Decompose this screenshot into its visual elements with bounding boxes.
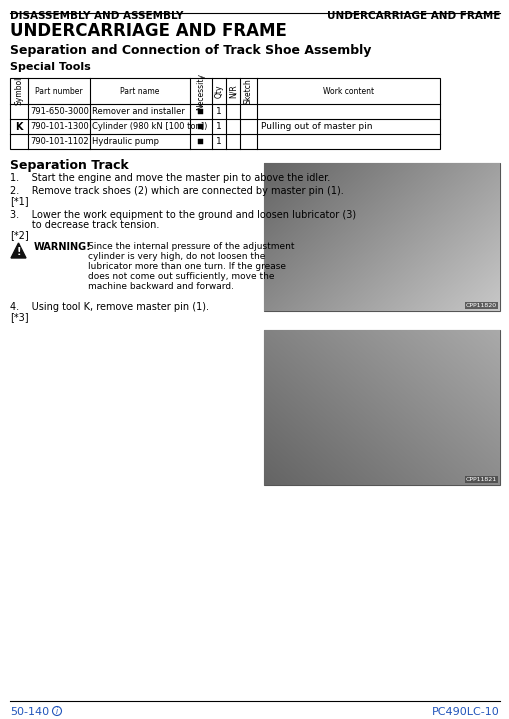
Text: Separation Track: Separation Track	[10, 159, 128, 172]
Text: 790-101-1300: 790-101-1300	[30, 122, 89, 131]
Text: [*3]: [*3]	[10, 312, 29, 322]
Text: K: K	[15, 122, 23, 132]
Text: 4.    Using tool K, remove master pin (1).: 4. Using tool K, remove master pin (1).	[10, 302, 209, 312]
Text: UNDERCARRIAGE AND FRAME: UNDERCARRIAGE AND FRAME	[326, 11, 499, 21]
Text: 50-140: 50-140	[10, 707, 49, 717]
Text: Separation and Connection of Track Shoe Assembly: Separation and Connection of Track Shoe …	[10, 44, 371, 57]
Text: machine backward and forward.: machine backward and forward.	[88, 282, 234, 291]
Text: WARNING!: WARNING!	[34, 242, 92, 252]
Bar	[198, 139, 203, 144]
Text: CPP11820: CPP11820	[465, 303, 496, 308]
Text: 1: 1	[216, 107, 221, 116]
Text: 790-101-1102: 790-101-1102	[30, 137, 89, 146]
Text: Part number: Part number	[35, 86, 82, 96]
Text: Part name: Part name	[120, 86, 159, 96]
Text: N/R: N/R	[228, 84, 237, 98]
Text: 2.    Remove track shoes (2) which are connected by master pin (1).: 2. Remove track shoes (2) which are conn…	[10, 186, 343, 196]
Text: 791-650-3000: 791-650-3000	[30, 107, 89, 116]
Bar	[264, 163, 499, 311]
Bar	[198, 109, 203, 114]
Bar	[198, 124, 203, 129]
Polygon shape	[11, 243, 26, 258]
Text: DISASSEMBLY AND ASSEMBLY: DISASSEMBLY AND ASSEMBLY	[10, 11, 183, 21]
Text: Sketch: Sketch	[243, 78, 252, 104]
Bar	[10, 78, 439, 149]
Bar	[264, 330, 499, 485]
Text: 1.    Start the engine and move the master pin to above the idler.: 1. Start the engine and move the master …	[10, 173, 330, 183]
Text: lubricator more than one turn. If the grease: lubricator more than one turn. If the gr…	[88, 262, 286, 271]
Text: !: !	[16, 247, 21, 257]
Text: i: i	[56, 707, 58, 715]
Text: Hydraulic pump: Hydraulic pump	[92, 137, 159, 146]
Text: Necessity: Necessity	[196, 73, 205, 109]
Text: UNDERCARRIAGE AND FRAME: UNDERCARRIAGE AND FRAME	[10, 22, 287, 40]
Text: 3.    Lower the work equipment to the ground and loosen lubricator (3): 3. Lower the work equipment to the groun…	[10, 210, 355, 220]
Text: 1: 1	[216, 137, 221, 146]
Text: to decrease track tension.: to decrease track tension.	[10, 220, 159, 230]
Text: Symbol: Symbol	[14, 77, 23, 105]
Text: Pulling out of master pin: Pulling out of master pin	[261, 122, 372, 131]
Text: [*2]: [*2]	[10, 230, 29, 240]
Text: PC490LC-10: PC490LC-10	[432, 707, 499, 717]
Text: Work content: Work content	[322, 86, 373, 96]
Text: cylinder is very high, do not loosen the: cylinder is very high, do not loosen the	[88, 252, 265, 261]
Text: Since the internal pressure of the adjustment: Since the internal pressure of the adjus…	[88, 242, 294, 251]
Text: Cylinder (980 kN [100 ton]): Cylinder (980 kN [100 ton])	[92, 122, 207, 131]
Text: Qty: Qty	[214, 84, 223, 98]
Text: does not come out sufficiently, move the: does not come out sufficiently, move the	[88, 272, 274, 281]
Text: Remover and installer: Remover and installer	[92, 107, 185, 116]
Text: 1: 1	[216, 122, 221, 131]
Text: CPP11821: CPP11821	[465, 477, 496, 482]
Text: Special Tools: Special Tools	[10, 62, 91, 72]
Text: [*1]: [*1]	[10, 196, 29, 206]
